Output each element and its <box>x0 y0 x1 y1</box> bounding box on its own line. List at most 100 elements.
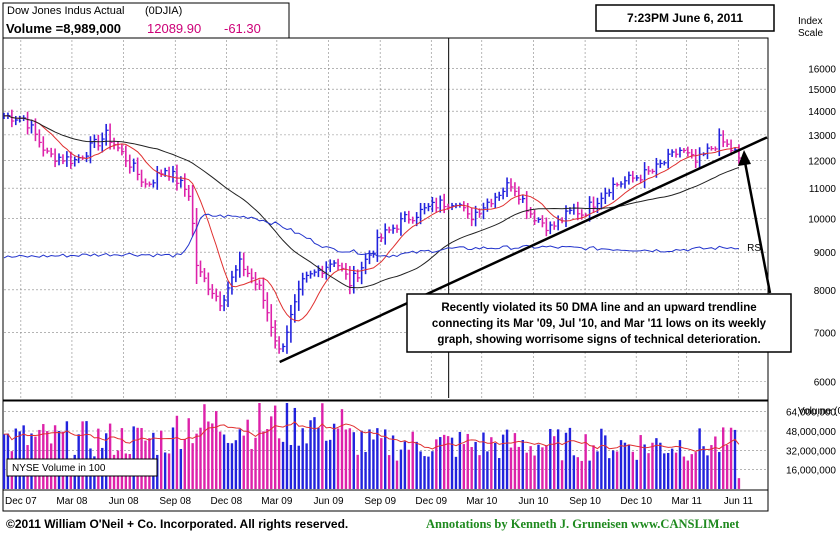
volume-bar <box>321 403 324 489</box>
volume-bar <box>549 428 552 489</box>
volume-bar <box>187 418 190 489</box>
volume-bar <box>643 444 646 489</box>
volume-bar <box>348 428 352 489</box>
date-tick-labels: Dec 07 Mar 08 Jun 08 Sep 08 Dec 08 Mar 09 Jun … <box>5 496 753 507</box>
volume-bar <box>674 452 678 489</box>
index-symbol: (0DJIA) <box>145 5 182 17</box>
volume-bar <box>631 451 635 489</box>
date-tick-label: Jun 09 <box>313 496 343 507</box>
volume-bar <box>356 454 359 489</box>
volume-bar <box>725 444 729 489</box>
volume-bar <box>718 452 721 489</box>
volume-bar <box>623 442 627 489</box>
volume-bar <box>537 444 540 489</box>
volume-bar <box>722 427 725 489</box>
volume-bar <box>678 440 682 489</box>
volume-bar <box>439 437 442 489</box>
volume-bar <box>179 448 183 489</box>
volume-bar <box>352 432 355 489</box>
date-tick-label: Sep 09 <box>364 496 396 507</box>
volume-bar <box>497 458 501 489</box>
volume-bar <box>419 451 422 489</box>
date-tick-label: Mar 09 <box>261 496 293 507</box>
volume-bar <box>163 452 167 489</box>
date-tick-label: Dec 09 <box>415 496 447 507</box>
volume-bar <box>384 429 387 489</box>
volume-bar <box>325 440 328 489</box>
volume-bar <box>529 446 532 489</box>
volume-bar <box>431 451 434 489</box>
date-tick-label: Sep 08 <box>159 496 191 507</box>
volume-bar <box>211 423 214 489</box>
volume-bar <box>301 428 304 489</box>
date-tick-label: Mar 08 <box>56 496 88 507</box>
volume-bar <box>702 446 705 489</box>
volume-bar <box>289 444 293 489</box>
price-readout: 12089.90 <box>147 21 201 36</box>
volume-bar <box>521 440 524 489</box>
volume-bar <box>659 442 662 489</box>
volume-bar <box>435 439 438 489</box>
volume-tick-label: 16,000,000 <box>786 466 836 477</box>
volume-bar <box>533 455 536 489</box>
index-title: Dow Jones Indus Actual <box>7 5 124 17</box>
volume-tick-label: 48,000,000 <box>786 427 836 438</box>
volume-bar <box>501 434 505 489</box>
volume-bar <box>360 430 363 489</box>
annotation-line-1: Recently violated its 50 DMA line and an… <box>441 302 756 314</box>
volume-bar <box>733 429 737 489</box>
volume-bar <box>663 453 666 489</box>
volume-bar <box>446 436 450 489</box>
volume-tick-label: 64,000,000 <box>786 408 836 419</box>
volume-bar <box>368 429 371 489</box>
price-gridlines <box>4 68 767 382</box>
volume-bar <box>317 427 320 489</box>
volume-bar <box>553 436 556 489</box>
volume-bar <box>407 449 410 489</box>
volume-bar <box>545 445 548 489</box>
volume-bar <box>160 430 163 489</box>
volume-bar <box>596 451 599 489</box>
volume-bar <box>427 456 430 489</box>
price-tick-label: 6000 <box>814 378 837 389</box>
volume-bar <box>277 438 281 489</box>
volume-bar <box>380 438 383 489</box>
volume-bar <box>556 429 560 489</box>
volume-bar <box>246 419 249 489</box>
volume-bar <box>222 434 226 489</box>
date-tick-label: Dec 07 <box>5 496 37 507</box>
volume-bar <box>478 455 481 489</box>
volume-bar <box>285 403 289 489</box>
date-tick-label: Dec 10 <box>620 496 652 507</box>
price-tick-label: 10000 <box>808 215 836 226</box>
volume-bar <box>372 439 375 489</box>
volume-bar <box>627 444 631 489</box>
volume-bar <box>254 437 257 489</box>
volume-bar <box>167 453 171 489</box>
volume-bar <box>592 445 595 489</box>
volume-bar <box>136 427 139 489</box>
volume-bar <box>81 421 84 489</box>
annotation-credit: Annotations by Kenneth J. Gruneisen www.… <box>426 517 740 531</box>
volume-bar <box>655 438 658 489</box>
volume-bar <box>513 433 517 489</box>
volume-bar <box>230 443 234 489</box>
volume-bar <box>266 428 269 489</box>
volume-bar <box>710 445 713 489</box>
change-readout: -61.30 <box>224 21 261 36</box>
volume-bar <box>65 421 69 489</box>
date-tick-label: Jun 08 <box>109 496 139 507</box>
volume-bar <box>234 440 238 489</box>
volume-bar <box>328 439 332 489</box>
volume-bar <box>619 440 623 489</box>
price-tick-label: 9000 <box>814 248 837 259</box>
volume-bar <box>560 460 564 489</box>
volume-bar <box>600 428 603 489</box>
volume-bar <box>258 403 261 489</box>
volume-bar <box>604 435 607 489</box>
volume-bar <box>454 456 458 489</box>
volume-bar <box>250 448 253 489</box>
ma-10-week-line <box>3 115 739 322</box>
volume-bar <box>395 460 399 489</box>
volume-bar <box>403 441 407 489</box>
